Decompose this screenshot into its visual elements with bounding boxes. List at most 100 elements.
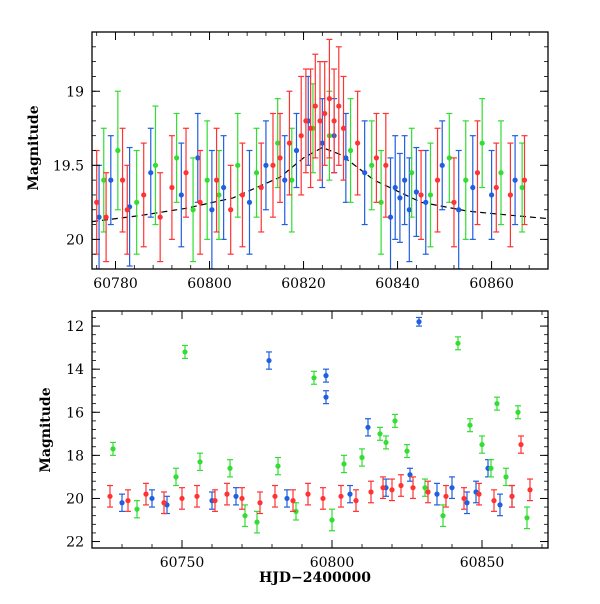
- data-marker: [228, 207, 234, 213]
- bottom-panel: 60750 60800 60850 12 14 16 18 20 22: [66, 310, 549, 571]
- data-point-red: [239, 487, 245, 510]
- data-point-blue: [396, 152, 403, 243]
- series-green: [100, 83, 526, 263]
- data-point-red: [317, 61, 323, 181]
- data-point-green: [479, 98, 486, 189]
- data-point-green: [383, 435, 389, 450]
- data-point-blue: [149, 489, 155, 508]
- data-marker: [369, 162, 375, 168]
- data-point-red: [286, 90, 293, 196]
- data-point-green: [341, 454, 347, 474]
- data-point-blue: [178, 142, 185, 248]
- data-marker: [416, 319, 422, 325]
- data-marker: [183, 170, 189, 176]
- data-point-blue: [406, 157, 413, 263]
- data-point-blue: [387, 157, 394, 269]
- data-point-green: [197, 452, 203, 472]
- data-marker: [108, 177, 114, 183]
- data-marker: [479, 140, 485, 146]
- data-point-blue: [323, 390, 329, 405]
- data-marker: [449, 485, 455, 491]
- data-marker: [303, 118, 309, 124]
- x-tick-label: 60800: [310, 555, 355, 571]
- data-point-blue: [220, 135, 227, 240]
- data-marker: [427, 192, 434, 198]
- data-point-red: [321, 61, 328, 166]
- data-marker: [148, 170, 154, 176]
- data-point-red: [380, 476, 386, 500]
- data-point-green: [497, 120, 504, 226]
- data-marker: [409, 170, 415, 176]
- data-marker: [239, 192, 246, 198]
- data-marker: [326, 96, 333, 102]
- x-tick-label: 60860: [469, 276, 514, 292]
- data-point-red: [124, 164, 131, 255]
- data-point-blue: [497, 493, 503, 517]
- data-point-blue: [262, 120, 269, 211]
- data-point-red: [277, 112, 284, 203]
- series-red: [107, 435, 533, 515]
- data-point-red: [527, 478, 533, 502]
- data-point-blue: [401, 135, 408, 226]
- data-point-red: [298, 75, 305, 196]
- data-marker: [311, 375, 317, 381]
- data-point-red: [382, 112, 389, 218]
- data-point-blue: [365, 418, 371, 437]
- data-point-red: [338, 484, 344, 508]
- data-marker: [319, 140, 325, 146]
- data-marker: [362, 170, 368, 176]
- data-marker: [239, 495, 245, 502]
- data-marker: [479, 441, 485, 448]
- data-point-blue: [284, 489, 290, 508]
- data-marker: [134, 506, 140, 512]
- data-point-green: [254, 510, 260, 534]
- data-marker: [474, 170, 481, 176]
- data-marker: [439, 162, 445, 168]
- data-point-blue: [392, 135, 399, 240]
- data-point-red: [507, 142, 514, 248]
- data-marker: [434, 491, 440, 497]
- data-marker: [353, 498, 359, 504]
- data-point-blue: [464, 491, 470, 515]
- data-marker: [493, 184, 499, 191]
- data-point-green: [378, 149, 385, 255]
- data-marker: [96, 214, 102, 220]
- data-point-green: [110, 441, 116, 456]
- data-marker: [216, 192, 222, 198]
- data-point-green: [377, 426, 383, 441]
- y-tick-label: 20: [66, 232, 84, 248]
- data-marker: [263, 162, 269, 168]
- y-tick-label: 19.5: [53, 158, 84, 174]
- data-marker: [119, 500, 125, 506]
- data-point-red: [450, 157, 457, 248]
- data-marker: [347, 491, 353, 497]
- data-point-green: [253, 127, 260, 218]
- data-marker: [387, 214, 394, 220]
- data-point-red: [197, 149, 204, 255]
- data-marker: [275, 140, 281, 146]
- data-marker: [494, 401, 500, 407]
- data-point-red: [258, 142, 265, 233]
- data-point-blue: [147, 127, 154, 218]
- data-point-red: [474, 120, 481, 226]
- data-marker: [212, 498, 218, 504]
- data-marker: [277, 155, 283, 161]
- data-point-green: [467, 418, 473, 433]
- data-point-blue: [469, 135, 476, 240]
- data-point-red: [373, 112, 380, 203]
- data-marker: [227, 465, 233, 471]
- data-point-green: [488, 459, 494, 478]
- data-point-red: [194, 484, 200, 508]
- data-point-red: [269, 112, 276, 218]
- data-marker: [253, 170, 260, 176]
- data-marker: [286, 140, 293, 146]
- data-marker: [282, 177, 288, 183]
- data-marker: [270, 162, 276, 168]
- y-tick-label: 16: [66, 405, 84, 421]
- data-marker: [373, 155, 380, 161]
- data-point-red: [518, 435, 524, 454]
- series-blue: [96, 75, 519, 269]
- data-point-blue: [439, 120, 446, 211]
- data-marker: [519, 184, 525, 191]
